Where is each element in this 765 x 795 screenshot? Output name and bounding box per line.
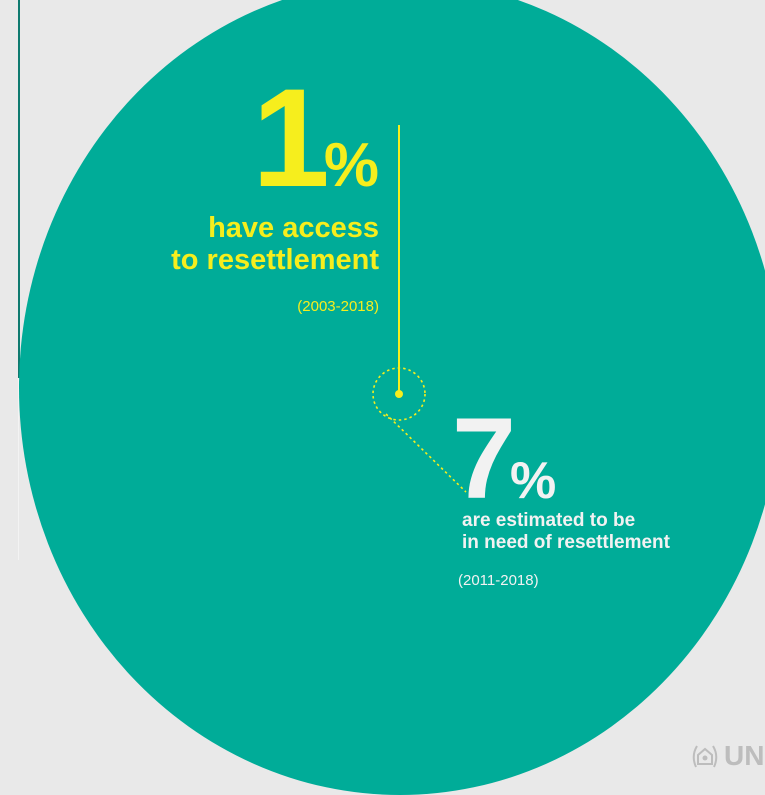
connector-dot (395, 390, 403, 398)
need-label-line2: in need of resettlement (462, 532, 670, 554)
access-percentage: 1 % (252, 68, 379, 208)
access-percentage-sign: % (323, 131, 379, 200)
dotted-ring (372, 367, 426, 421)
large-teal-circle (19, 0, 765, 795)
need-percentage: 7 % (452, 402, 556, 517)
access-label-line1: have access (208, 212, 379, 244)
dotted-diagonal-line (385, 413, 467, 493)
connector-graphic (372, 125, 467, 493)
access-years: (2003-2018) (297, 298, 379, 315)
unhcr-logo: UNH (690, 740, 765, 772)
access-percentage-digit: 1 (251, 59, 330, 216)
access-label: have access to resettlement (171, 212, 379, 277)
access-label-line2: to resettlement (171, 244, 379, 277)
unhcr-emblem-icon (692, 745, 718, 768)
need-years: (2011-2018) (458, 572, 539, 589)
need-label-line1: are estimated to be (462, 510, 636, 531)
need-percentage-sign: % (509, 452, 557, 510)
need-percentage-digit: 7 (452, 395, 516, 523)
unhcr-logo-text: UNH (724, 740, 765, 771)
need-label: are estimated to be in need of resettlem… (462, 510, 670, 555)
frame-edge-line (18, 0, 20, 378)
